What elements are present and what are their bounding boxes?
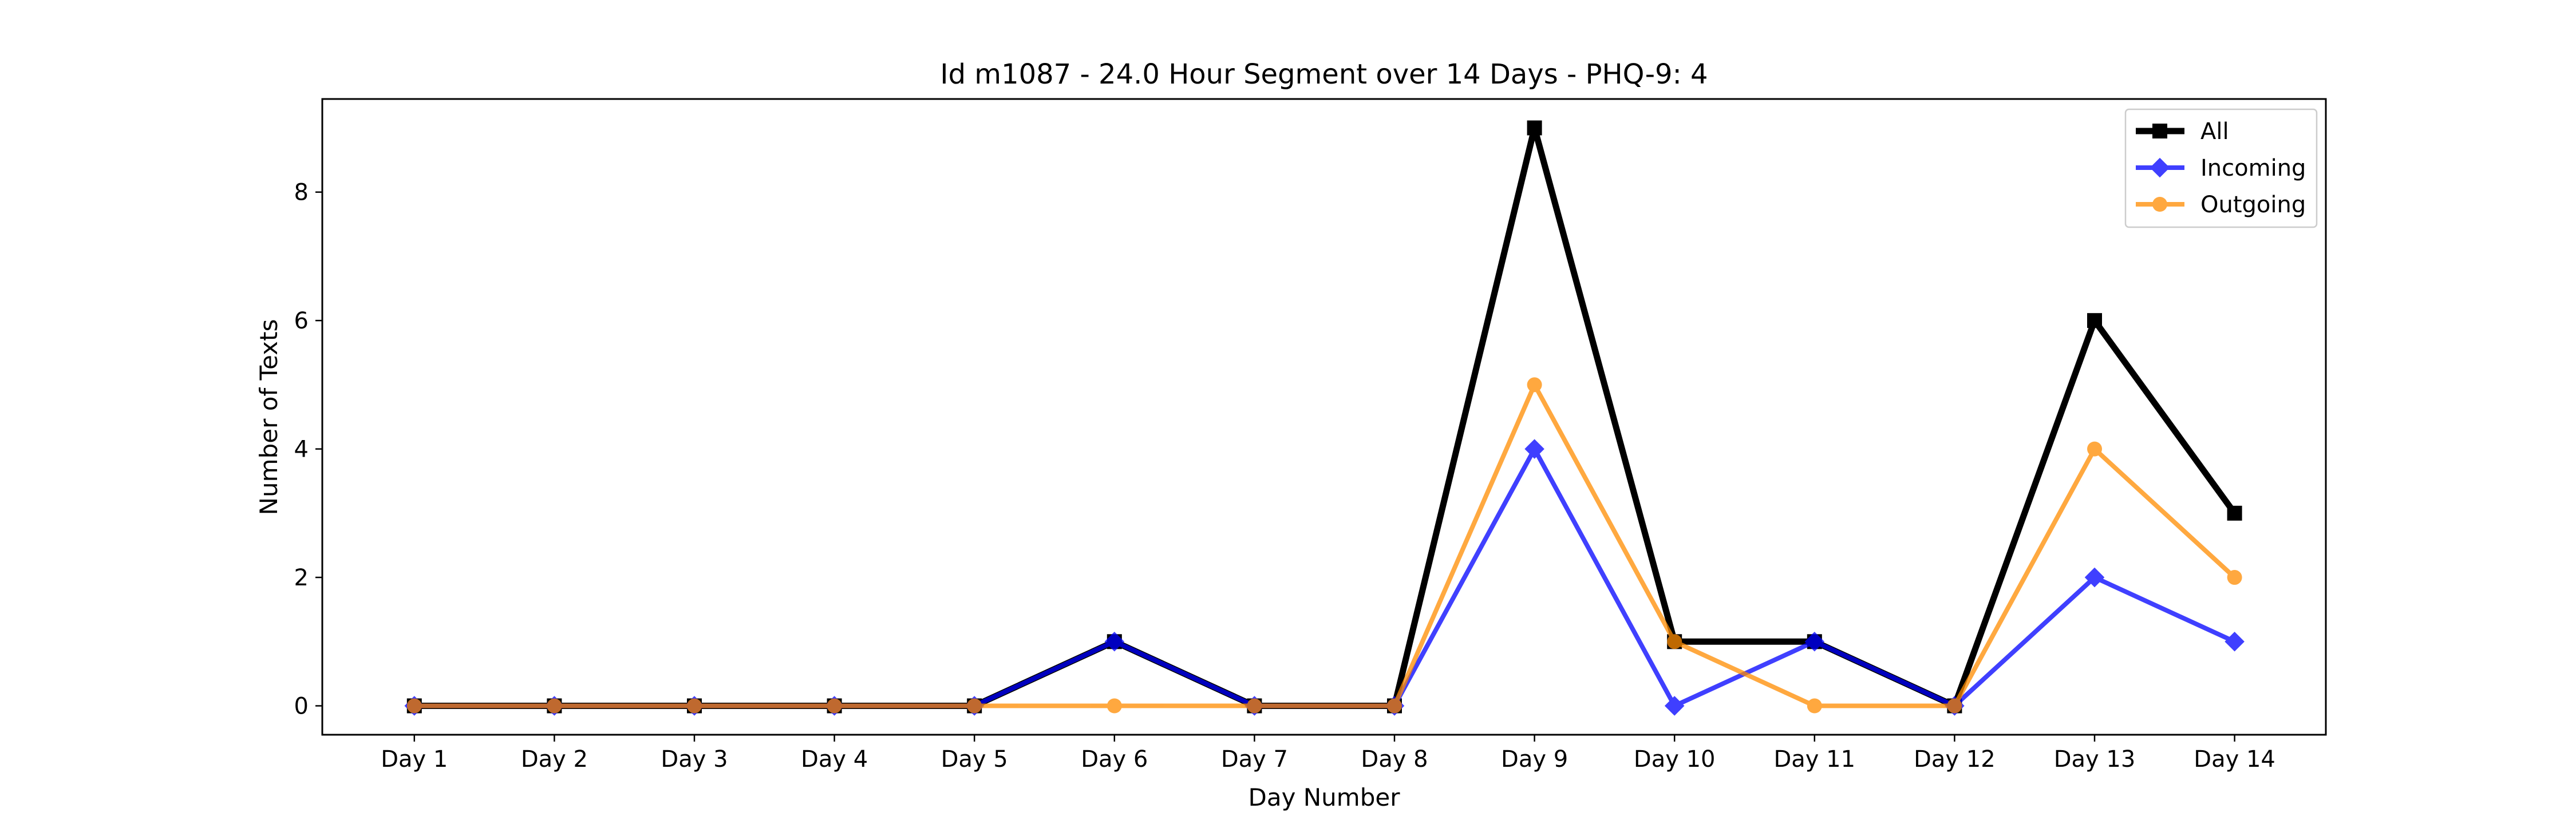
series-all <box>406 120 2242 714</box>
legend-marker <box>2152 197 2167 212</box>
data-point <box>1524 439 1544 459</box>
x-axis: Day 1 Day 2 Day 3 Day 4 Day 5 Day 6 Day 7 Day 8… <box>381 735 2275 772</box>
x-tick-label: Day 12 <box>1914 746 1996 772</box>
plot-area <box>404 120 2245 716</box>
series-line <box>414 379 2237 708</box>
legend-marker <box>2150 157 2170 178</box>
legend-label: Incoming <box>2200 155 2306 181</box>
data-point <box>2087 441 2102 457</box>
data-point <box>1527 120 1542 136</box>
y-tick-label: 2 <box>294 565 309 591</box>
legend-label: All <box>2200 118 2229 145</box>
y-axis-label: Number of Texts <box>255 319 283 516</box>
x-tick-label: Day 14 <box>2194 746 2275 772</box>
data-point <box>1807 698 1822 714</box>
y-tick-label: 6 <box>294 308 309 334</box>
x-tick-label: Day 4 <box>801 746 868 772</box>
data-point <box>2225 631 2245 652</box>
data-point <box>1667 634 1682 649</box>
data-point <box>1947 698 1962 714</box>
legend-label: Outgoing <box>2200 192 2306 218</box>
x-tick-label: Day 3 <box>661 746 728 772</box>
series-outgoing <box>406 377 2242 714</box>
legend-box <box>2124 108 2318 228</box>
x-tick-label: Day 1 <box>381 746 448 772</box>
data-point <box>967 698 982 714</box>
data-point <box>2087 313 2102 328</box>
data-point <box>2227 570 2242 585</box>
chart-title: Id m1087 - 24.0 Hour Segment over 14 Day… <box>940 58 1708 90</box>
plot-frame <box>321 98 2327 736</box>
legend-item <box>2136 197 2184 212</box>
data-point <box>827 698 842 714</box>
y-tick-label: 4 <box>294 437 309 463</box>
data-point <box>547 698 562 714</box>
data-point <box>1804 631 1825 652</box>
data-point <box>687 698 702 714</box>
x-tick-label: Day 6 <box>1081 746 1148 772</box>
x-tick-label: Day 9 <box>1501 746 1568 772</box>
x-tick-label: Day 11 <box>1773 746 1855 772</box>
data-point <box>2084 567 2105 588</box>
x-tick-label: Day 8 <box>1361 746 1428 772</box>
y-tick-label: 0 <box>294 694 309 720</box>
legend-item <box>2136 124 2184 138</box>
data-point <box>2227 505 2242 521</box>
data-point <box>1387 698 1402 714</box>
x-tick-label: Day 2 <box>521 746 588 772</box>
x-tick-label: Day 10 <box>1634 746 1716 772</box>
legend: All Incoming Outgoing <box>2124 108 2318 228</box>
x-tick-label: Day 5 <box>941 746 1008 772</box>
data-point <box>1107 698 1122 714</box>
x-tick-label: Day 7 <box>1221 746 1288 772</box>
data-point <box>1247 698 1262 714</box>
series-line <box>414 444 2236 709</box>
x-tick-label: Day 13 <box>2054 746 2136 772</box>
legend-item <box>2136 157 2184 178</box>
data-point <box>1664 696 1685 716</box>
legend-marker <box>2152 124 2167 138</box>
x-axis-label: Day Number <box>1248 783 1400 811</box>
data-point <box>406 698 422 714</box>
series-line <box>414 127 2238 710</box>
y-tick-label: 8 <box>294 180 309 206</box>
data-point <box>1104 631 1125 652</box>
y-axis: 0 2 4 6 8 <box>294 180 322 720</box>
data-point <box>1527 377 1542 393</box>
